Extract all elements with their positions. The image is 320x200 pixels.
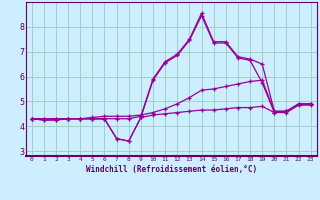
- X-axis label: Windchill (Refroidissement éolien,°C): Windchill (Refroidissement éolien,°C): [86, 165, 257, 174]
